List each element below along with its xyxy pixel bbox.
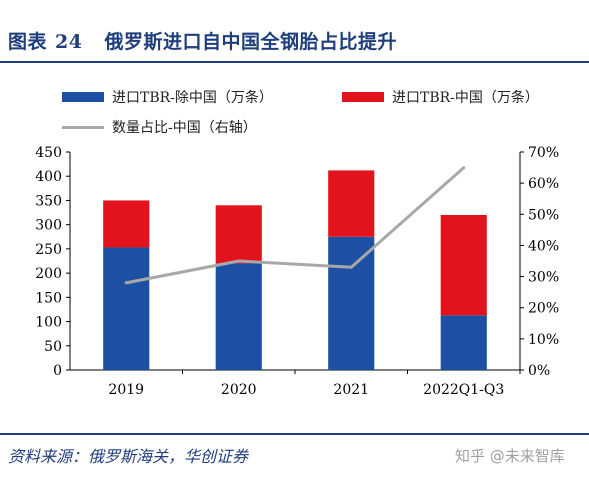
x-tick-label: 2021	[333, 382, 369, 398]
bar-excl-china	[215, 263, 262, 370]
bar-excl-china	[440, 315, 487, 370]
legend-item-china: 进口TBR-中国（万条）	[342, 87, 539, 107]
y-left-tick-label: 350	[35, 193, 62, 209]
title-rule	[0, 61, 589, 63]
share-point	[237, 259, 241, 263]
y-left-tick-label: 250	[35, 242, 62, 258]
y-right-tick-label: 60%	[528, 176, 559, 192]
y-left-tick-label: 200	[35, 266, 62, 282]
legend-item-excl-china: 进口TBR-除中国（万条）	[62, 87, 273, 107]
y-left-tick-label: 400	[35, 169, 62, 185]
legend-label-excl-china: 进口TBR-除中国（万条）	[112, 90, 273, 106]
y-right-tick-label: 70%	[528, 145, 559, 161]
legend-swatch-share	[62, 125, 104, 129]
bar-china	[328, 170, 375, 237]
figure-number: 24	[55, 31, 83, 53]
figure-title: 俄罗斯进口自中国全钢胎占比提升	[104, 31, 397, 53]
y-left-tick-label: 450	[35, 145, 62, 161]
bar-excl-china	[103, 247, 150, 370]
source-rule	[0, 433, 589, 435]
legend-label-china: 进口TBR-中国（万条）	[392, 90, 539, 106]
x-tick-label: 2022Q1-Q3	[423, 382, 504, 398]
bar-china	[215, 205, 262, 264]
legend-swatch-excl-china	[62, 92, 104, 102]
y-right-tick-label: 20%	[528, 301, 559, 317]
source-note: 资料来源：俄罗斯海关，华创证券	[8, 447, 249, 466]
share-point	[124, 281, 128, 285]
y-right-tick-label: 30%	[528, 270, 559, 286]
y-right-tick-label: 50%	[528, 207, 559, 223]
bar-china	[440, 214, 487, 316]
x-tick-label: 2020	[221, 382, 257, 398]
y-left-tick-label: 0	[53, 363, 62, 379]
legend-item-share: 数量占比-中国（右轴）	[62, 117, 257, 137]
y-right-tick-label: 40%	[528, 238, 559, 254]
chart-title: 图表 24 俄罗斯进口自中国全钢胎占比提升	[8, 27, 397, 54]
share-point	[462, 166, 466, 170]
share-point	[349, 265, 353, 269]
x-tick-label: 2019	[108, 382, 144, 398]
watermark: 知乎 @未来智库	[455, 447, 565, 465]
share-line	[126, 166, 465, 285]
y-left-tick-label: 100	[35, 315, 62, 331]
legend-swatch-china	[342, 92, 384, 102]
y-left-tick-label: 300	[35, 218, 62, 234]
bar-excl-china	[328, 236, 375, 370]
bar-china	[103, 200, 150, 248]
legend-label-share: 数量占比-中国（右轴）	[112, 120, 257, 136]
y-right-tick-label: 10%	[528, 332, 559, 348]
figure-label: 图表	[8, 31, 48, 53]
y-left-tick-label: 150	[35, 290, 62, 306]
y-right-tick-label: 0%	[528, 363, 550, 379]
y-left-tick-label: 50	[44, 339, 62, 355]
